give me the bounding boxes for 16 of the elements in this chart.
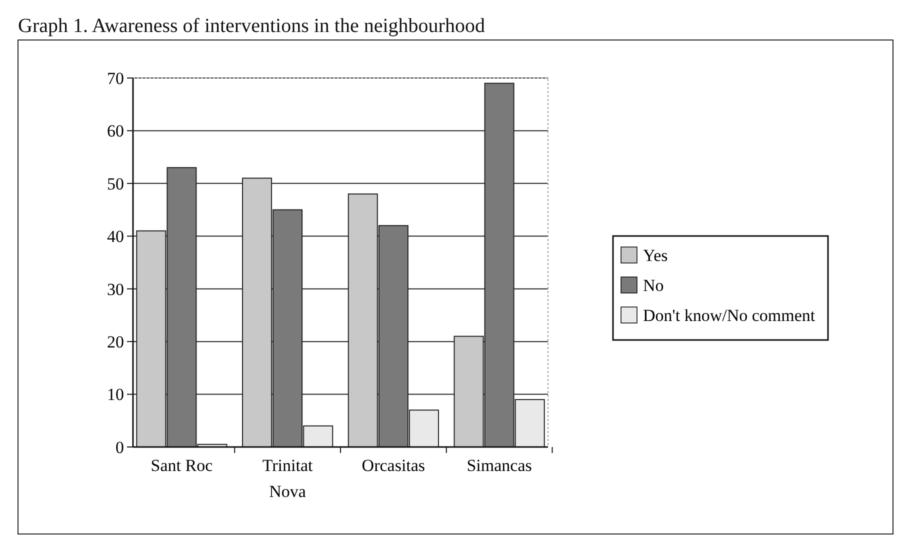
y-tick-label: 50 — [107, 174, 124, 194]
x-tick-label: Simancas — [466, 456, 532, 475]
x-tick-label: Trinitat Nova — [262, 456, 314, 501]
y-tick-label: 0 — [116, 438, 124, 457]
y-tick-label: 10 — [107, 385, 124, 404]
legend-label: No — [643, 276, 664, 295]
y-tick-label: 20 — [107, 332, 124, 352]
y-tick-label: 30 — [107, 280, 124, 299]
y-tick-label: 70 — [107, 68, 124, 88]
legend-label: Don't know/No comment — [643, 306, 816, 325]
x-tick-label: Orcasitas — [362, 456, 426, 475]
chart-title: Graph 1. Awareness of interventions in the neighbourhood — [18, 15, 485, 37]
y-tick-label: 40 — [107, 227, 124, 246]
y-tick-label: 60 — [107, 122, 124, 141]
legend-label: Yes — [643, 246, 668, 265]
x-tick-label: Sant Roc — [150, 456, 214, 475]
